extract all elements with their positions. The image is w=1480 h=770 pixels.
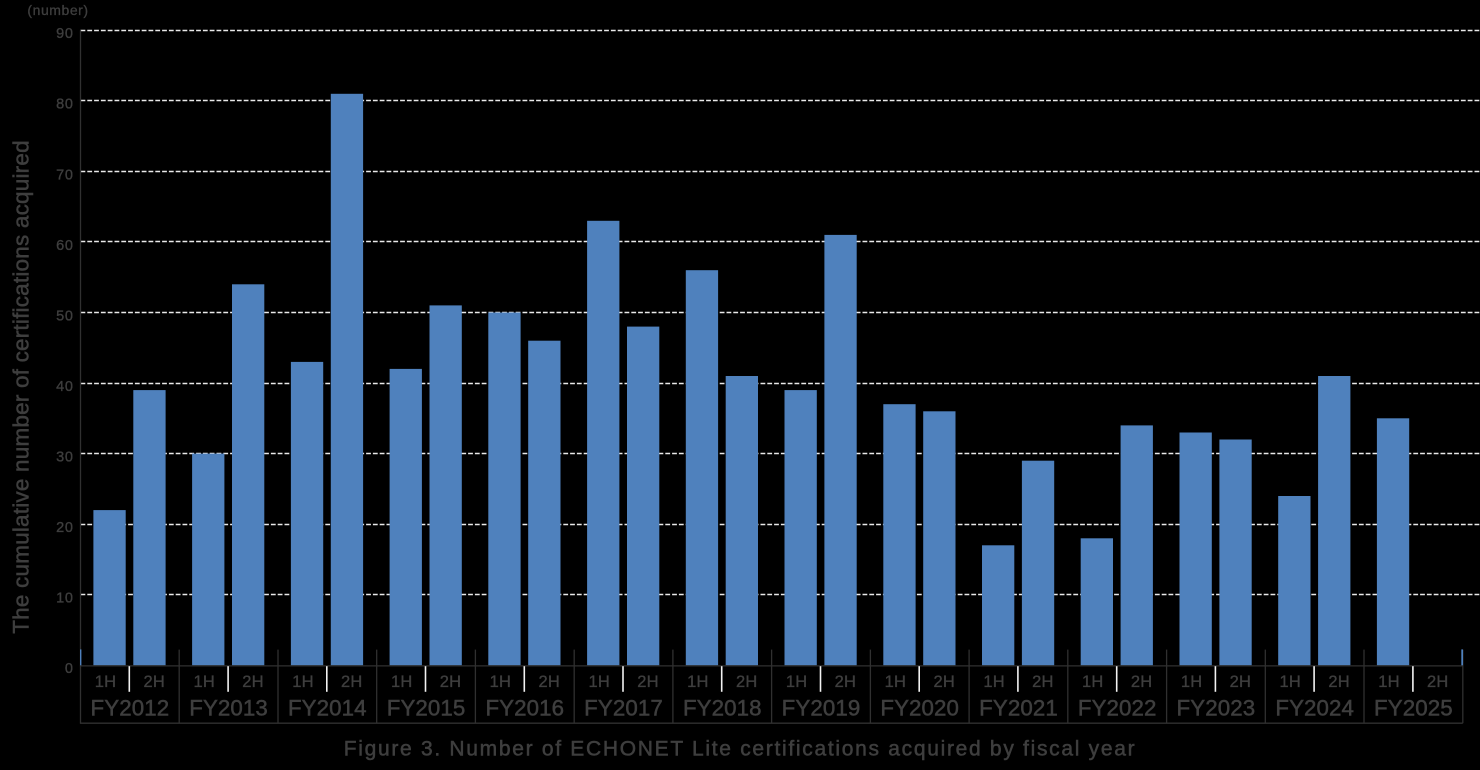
svg-text:80: 80 [56,97,74,113]
svg-text:FY2012: FY2012 [91,695,170,720]
svg-text:1H: 1H [1378,673,1400,691]
svg-text:FY2025: FY2025 [1374,695,1453,720]
svg-text:FY2020: FY2020 [880,695,959,720]
svg-text:FY2015: FY2015 [387,695,466,720]
svg-text:2H: 2H [440,673,462,691]
svg-text:2H: 2H [144,673,166,691]
svg-text:FY2017: FY2017 [584,695,663,720]
svg-text:2H: 2H [637,673,659,691]
svg-text:0: 0 [65,661,74,677]
svg-text:2H: 2H [1230,673,1252,691]
svg-text:2H: 2H [1032,673,1054,691]
svg-text:2H: 2H [835,673,857,691]
svg-text:2H: 2H [538,673,560,691]
svg-text:1H: 1H [490,673,512,691]
svg-text:70: 70 [56,167,74,183]
svg-text:1H: 1H [391,673,413,691]
svg-text:1H: 1H [1181,673,1203,691]
svg-text:2H: 2H [736,673,758,691]
svg-text:FY2018: FY2018 [683,695,762,720]
svg-text:2H: 2H [341,673,363,691]
svg-text:FY2023: FY2023 [1177,695,1256,720]
svg-text:90: 90 [56,26,74,42]
svg-text:FY2021: FY2021 [979,695,1058,720]
svg-text:FY2019: FY2019 [782,695,861,720]
svg-text:FY2013: FY2013 [189,695,268,720]
svg-text:1H: 1H [193,673,215,691]
svg-text:FY2014: FY2014 [288,695,367,720]
svg-text:1H: 1H [95,673,117,691]
svg-text:10: 10 [56,591,74,607]
svg-text:1H: 1H [588,673,610,691]
svg-text:1H: 1H [885,673,907,691]
svg-text:60: 60 [56,238,74,254]
svg-text:The cumulative number of certi: The cumulative number of certifications … [9,140,34,634]
svg-text:2H: 2H [1131,673,1153,691]
svg-text:2H: 2H [1328,673,1350,691]
svg-text:20: 20 [56,520,74,536]
svg-text:30: 30 [56,450,74,466]
svg-text:(number): (number) [27,2,88,18]
svg-text:1H: 1H [1280,673,1302,691]
svg-text:FY2016: FY2016 [485,695,564,720]
svg-text:2H: 2H [1427,673,1449,691]
svg-text:2H: 2H [933,673,955,691]
svg-text:FY2024: FY2024 [1275,695,1354,720]
svg-text:1H: 1H [1082,673,1104,691]
svg-text:50: 50 [56,308,74,324]
svg-text:1H: 1H [983,673,1005,691]
svg-text:1H: 1H [687,673,709,691]
svg-text:1H: 1H [292,673,314,691]
svg-text:Figure 3. Number of ECHONET Li: Figure 3. Number of ECHONET Lite certifi… [344,738,1137,761]
svg-text:40: 40 [56,379,74,395]
svg-text:2H: 2H [242,673,264,691]
svg-text:FY2022: FY2022 [1078,695,1157,720]
svg-text:1H: 1H [786,673,808,691]
